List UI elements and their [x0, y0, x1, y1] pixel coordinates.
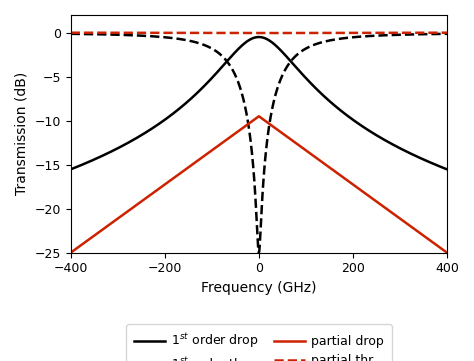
1$^{st}$ order drop [444, 167, 450, 171]
1$^{st}$ order drop [341, 111, 347, 116]
partial thr [229, 31, 235, 35]
1$^{st}$ order thr [256, 251, 262, 255]
partial drop [414, 229, 419, 233]
Line: 1$^{st}$ order thr: 1$^{st}$ order thr [71, 34, 447, 253]
1$^{st}$ order thr [226, 62, 232, 66]
1$^{st}$ order thr [229, 66, 235, 71]
partial drop [256, 114, 262, 118]
Line: partial drop: partial drop [71, 116, 447, 253]
partial thr [226, 31, 232, 35]
1$^{st}$ order drop [229, 54, 235, 58]
1$^{st}$ order thr [444, 32, 450, 36]
X-axis label: Frequency (GHz): Frequency (GHz) [201, 281, 317, 295]
partial thr [433, 31, 438, 35]
partial thr [414, 31, 419, 35]
partial drop [444, 251, 450, 255]
1$^{st}$ order drop [414, 154, 419, 158]
1$^{st}$ order thr [414, 32, 419, 36]
1$^{st}$ order thr [68, 32, 73, 36]
Y-axis label: Transmission (dB): Transmission (dB) [15, 72, 29, 195]
1$^{st}$ order drop [256, 35, 262, 39]
partial drop [226, 136, 232, 140]
partial drop [68, 251, 73, 255]
partial thr [246, 31, 252, 35]
partial drop [433, 242, 438, 247]
partial drop [229, 134, 235, 138]
1$^{st}$ order drop [226, 57, 232, 61]
Line: 1$^{st}$ order drop: 1$^{st}$ order drop [71, 37, 447, 169]
partial thr [256, 31, 262, 35]
partial thr [68, 31, 73, 35]
1$^{st}$ order drop [433, 162, 438, 167]
1$^{st}$ order thr [433, 32, 438, 36]
partial drop [341, 176, 347, 180]
1$^{st}$ order drop [68, 167, 73, 171]
1$^{st}$ order thr [341, 36, 347, 40]
partial thr [444, 31, 450, 35]
partial drop [246, 121, 252, 125]
1$^{st}$ order drop [246, 38, 252, 42]
1$^{st}$ order thr [246, 130, 252, 134]
partial thr [341, 31, 347, 35]
Legend: 1$^{st}$ order drop, 1$^{st}$ order thr, partial drop, partial thr: 1$^{st}$ order drop, 1$^{st}$ order thr,… [126, 324, 392, 361]
